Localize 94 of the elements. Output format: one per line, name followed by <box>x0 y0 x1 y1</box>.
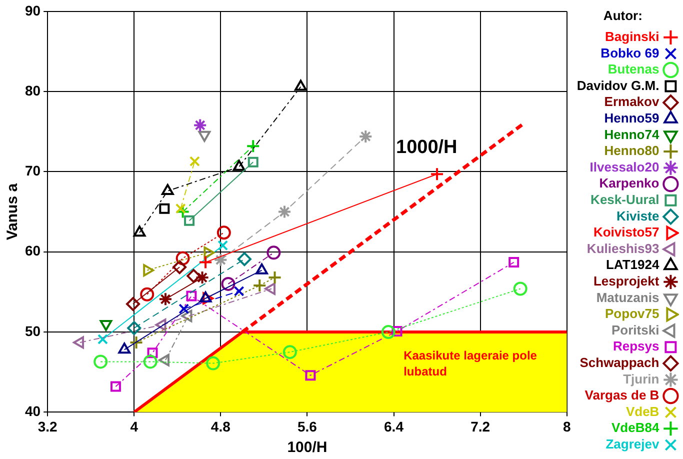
x-tick-label: 4.8 <box>210 418 231 434</box>
point <box>248 156 258 168</box>
point <box>158 292 172 306</box>
point <box>129 335 144 350</box>
point <box>358 129 373 144</box>
point <box>186 290 197 302</box>
point <box>147 348 158 358</box>
point <box>430 167 444 182</box>
point <box>195 270 210 285</box>
legend-label: Kiviste <box>616 208 660 224</box>
point <box>140 287 154 302</box>
legend-label: LAT1924 <box>606 257 660 272</box>
point <box>159 203 170 214</box>
x-tick-label: 6.4 <box>384 418 404 434</box>
y-tick-label: 90 <box>24 2 41 18</box>
point <box>508 257 520 268</box>
y-axis-title: Vanus a <box>4 182 22 240</box>
y-tick-label: 50 <box>24 322 41 339</box>
point <box>234 286 244 296</box>
legend-label: Repsys <box>612 338 660 354</box>
legend-label: Henno80 <box>604 143 660 158</box>
point <box>184 215 195 226</box>
point <box>73 336 84 349</box>
y-tick-label: 40 <box>24 403 41 420</box>
point <box>193 118 208 132</box>
y-tick-label: 80 <box>24 82 41 98</box>
point <box>214 252 228 267</box>
legend-label: Matuzanis <box>596 290 660 305</box>
annotation: Kaasikute lageraie pole lubatud <box>404 348 538 378</box>
point <box>237 252 252 266</box>
legend-label: Kesk-Uural <box>590 192 660 207</box>
legend-label: Baginski <box>605 28 660 44</box>
point <box>127 321 142 336</box>
point <box>172 260 187 274</box>
point <box>118 342 131 354</box>
legend-label: Butenas <box>608 62 660 77</box>
point <box>513 282 528 296</box>
x-axis-title: 100/H <box>287 439 328 456</box>
legend-label: Poritski <box>612 322 660 338</box>
point <box>133 226 146 237</box>
legend-label: Koivisto57 <box>593 224 660 240</box>
annotation: 1000/H <box>396 136 458 158</box>
legend-label: Popov75 <box>605 306 660 322</box>
point <box>266 246 281 260</box>
point <box>198 255 213 270</box>
x-tick-label: 5.6 <box>297 418 318 434</box>
point <box>282 345 297 360</box>
legend-label: Tjurin <box>623 371 660 386</box>
point <box>218 240 228 251</box>
point <box>277 204 292 219</box>
point <box>94 354 108 369</box>
legend-label: Ilvessalo20 <box>590 159 660 174</box>
legend-label: Vargas de B <box>584 388 660 403</box>
point <box>381 325 396 340</box>
x-tick-label: 8 <box>562 418 571 434</box>
point <box>186 268 201 283</box>
point <box>216 226 231 240</box>
point <box>221 276 236 291</box>
legend-title: Autor: <box>603 8 642 24</box>
point <box>126 296 140 311</box>
legend-label: Schwappach <box>580 354 660 370</box>
point <box>305 370 316 381</box>
legend-label: Henno74 <box>604 126 660 142</box>
x-tick-label: 3.2 <box>38 418 58 434</box>
point <box>155 318 166 332</box>
legend-label: Ermakov <box>604 94 660 110</box>
x-tick-label: 7.2 <box>470 418 490 434</box>
y-tick-label: 70 <box>24 162 41 179</box>
point <box>268 270 282 285</box>
legend-label: Zagrejev <box>606 436 660 452</box>
point <box>176 251 190 266</box>
legend-label: Henno59 <box>604 110 660 126</box>
point <box>110 381 121 392</box>
point <box>143 354 158 369</box>
legend-label: VdeB <box>626 404 660 419</box>
x-tick-label: 4 <box>130 418 138 434</box>
point <box>264 282 276 295</box>
point <box>198 130 211 142</box>
point <box>392 326 402 336</box>
point <box>175 203 186 214</box>
legend-label: VdeB84 <box>611 420 660 436</box>
point <box>246 139 260 154</box>
point <box>189 156 200 167</box>
point <box>98 334 108 344</box>
legend-label: Lesprojekt <box>593 273 660 288</box>
legend-label: Karpenko <box>599 176 660 191</box>
legend-label: Davidov G.M. <box>576 78 660 93</box>
point <box>294 80 307 91</box>
point <box>252 278 267 293</box>
legend-label: Kulieshis93 <box>586 240 660 256</box>
point <box>206 356 220 370</box>
y-tick-label: 60 <box>24 242 41 259</box>
point <box>176 204 190 219</box>
legend-label: Bobko 69 <box>600 45 660 60</box>
